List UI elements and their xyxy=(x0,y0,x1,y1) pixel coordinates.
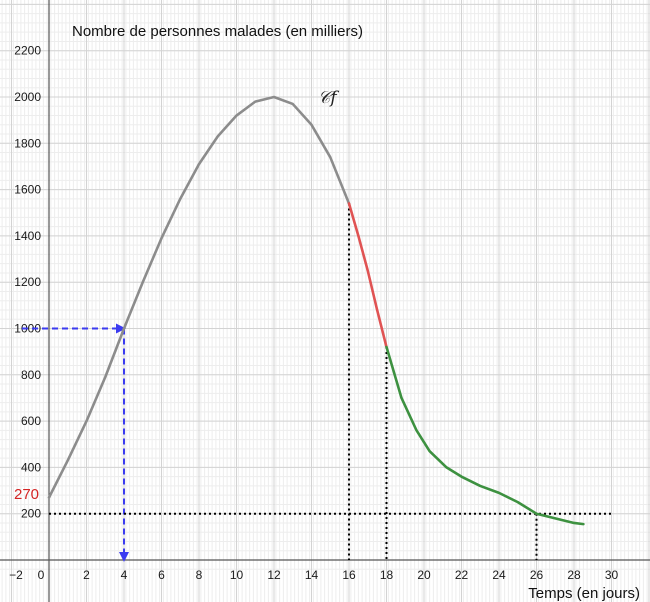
y-tick-label: 400 xyxy=(21,460,41,474)
x-tick-label: 26 xyxy=(530,568,544,582)
y-intercept-label: 270 xyxy=(14,486,39,503)
x-tick-label: 24 xyxy=(492,568,506,582)
y-tick-label: 600 xyxy=(21,414,41,428)
series-segment-2 xyxy=(347,202,388,349)
series-cf xyxy=(47,95,585,526)
x-tick-label: 12 xyxy=(267,568,281,582)
x-tick-label: 4 xyxy=(121,568,128,582)
x-tick-label: 20 xyxy=(417,568,431,582)
series-segment-1 xyxy=(47,95,351,499)
chart-title: Nombre de personnes malades (en milliers… xyxy=(72,23,363,40)
x-tick-label: 8 xyxy=(196,568,203,582)
x-tick-label: 16 xyxy=(342,568,356,582)
x-tick-label: 30 xyxy=(605,568,619,582)
y-tick-label: 2200 xyxy=(14,44,41,58)
y-tick-label: 800 xyxy=(21,368,41,382)
x-tick-label: 18 xyxy=(380,568,394,582)
y-tick-label: 2000 xyxy=(14,90,41,104)
y-tick-label: 1600 xyxy=(14,183,41,197)
y-tick-label: 1400 xyxy=(14,229,41,243)
x-tick-label: 0 xyxy=(38,568,45,582)
curve-label: 𝒞f xyxy=(318,88,339,108)
x-tick-labels: −2 0 2 4 6 8 10 12 14 16 18 20 22 24 26 28 30 xyxy=(9,568,618,582)
x-tick-label: 14 xyxy=(305,568,319,582)
annotations xyxy=(22,203,612,562)
x-tick-label: 2 xyxy=(83,568,90,582)
x-tick-label: 10 xyxy=(230,568,244,582)
x-tick-label: 6 xyxy=(158,568,165,582)
series-segment-3 xyxy=(385,345,585,526)
y-tick-label: 200 xyxy=(21,507,41,521)
x-tick-label: 22 xyxy=(455,568,469,582)
y-tick-label: 1800 xyxy=(14,136,41,150)
x-tick-label: −2 xyxy=(9,568,23,582)
x-axis-title: Temps (en jours) xyxy=(528,585,640,602)
x-tick-label: 28 xyxy=(567,568,581,582)
y-tick-label: 1200 xyxy=(14,275,41,289)
